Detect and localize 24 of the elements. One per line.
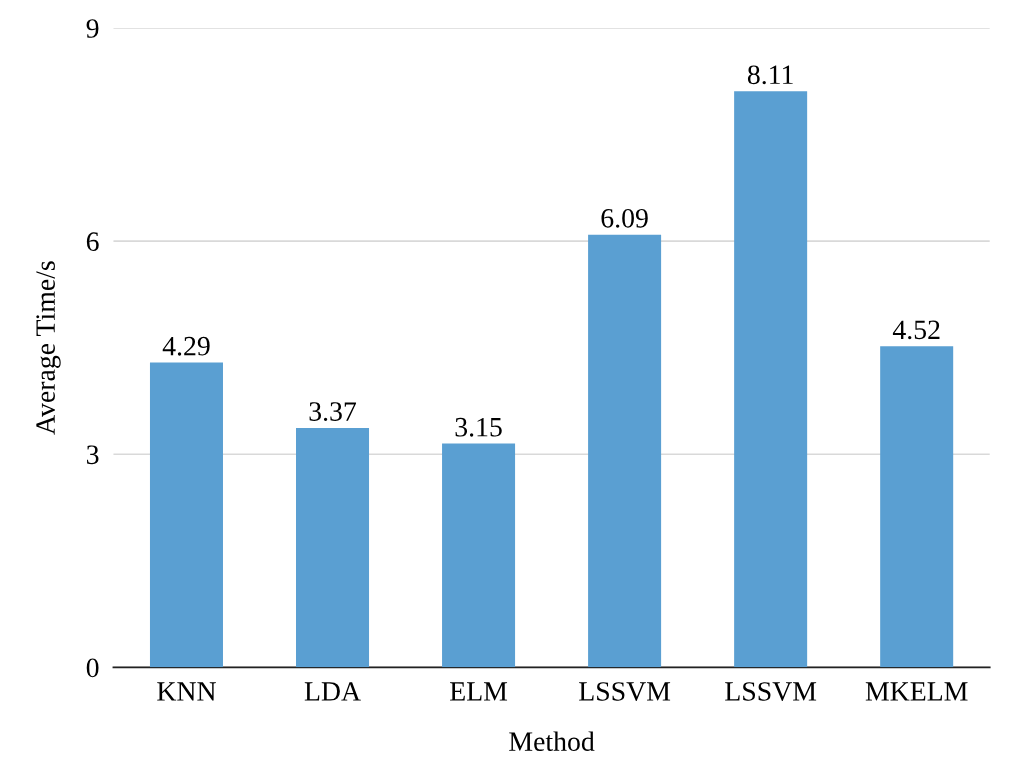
y-tick-label: 3 bbox=[87, 445, 99, 465]
bar bbox=[296, 427, 370, 668]
data-label: 8.11 bbox=[747, 65, 793, 85]
data-label: 3.15 bbox=[455, 417, 502, 437]
y-tick-label: 6 bbox=[86, 232, 99, 251]
bar bbox=[149, 362, 223, 668]
data-label: 4.29 bbox=[162, 336, 210, 356]
x-axis-title: Method bbox=[509, 731, 595, 751]
x-tick-label: LSSVM bbox=[579, 682, 671, 701]
y-tick-label: 9 bbox=[86, 19, 99, 38]
bar bbox=[734, 91, 808, 668]
bar bbox=[442, 443, 516, 668]
data-label: 4.52 bbox=[892, 320, 940, 340]
x-tick-label: ELM bbox=[450, 682, 508, 701]
bar bbox=[588, 234, 662, 668]
x-tick-label: LSSVM bbox=[725, 682, 817, 701]
y-axis-title: Average Time/s bbox=[36, 261, 61, 435]
data-label: 3.37 bbox=[309, 402, 357, 422]
bar bbox=[880, 346, 954, 668]
data-label: 6.09 bbox=[601, 208, 648, 228]
x-tick-label: MKELM bbox=[865, 682, 968, 701]
y-tick-label: 0 bbox=[86, 658, 99, 678]
x-tick-label: KNN bbox=[157, 682, 216, 701]
x-tick-label: LDA bbox=[304, 682, 361, 701]
